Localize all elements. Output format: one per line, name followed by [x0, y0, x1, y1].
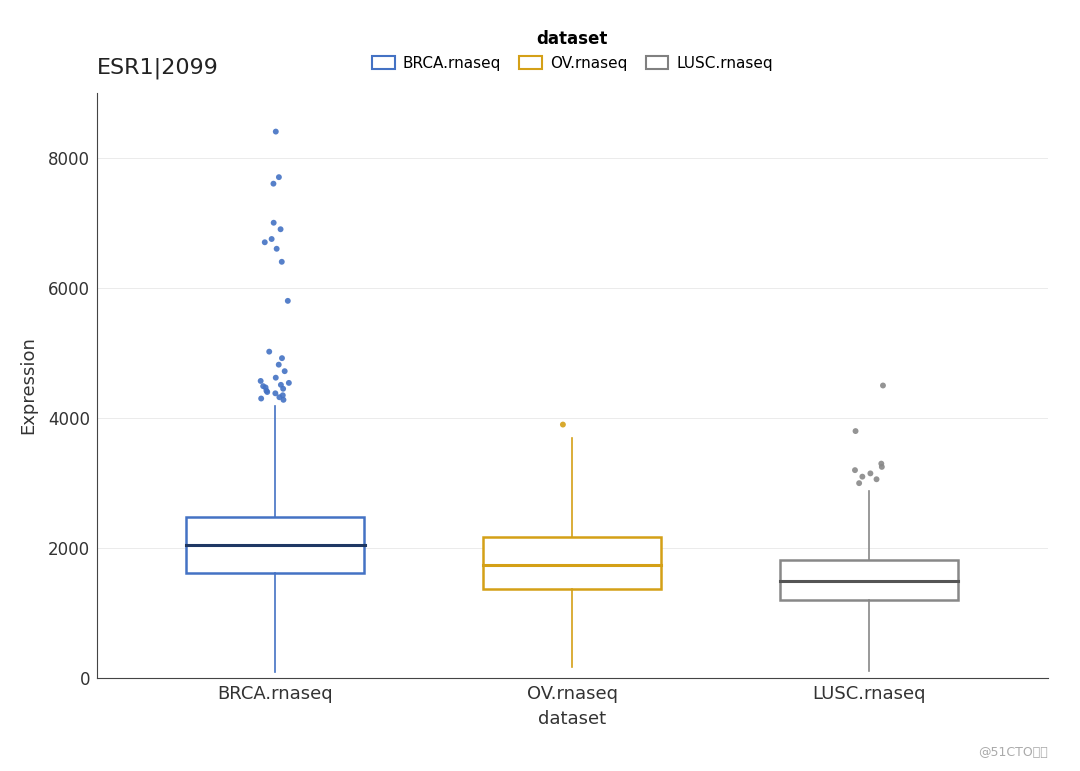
Point — [260, 345, 278, 358]
Legend: BRCA.rnaseq, OV.rnaseq, LUSC.rnaseq: BRCA.rnaseq, OV.rnaseq, LUSC.rnaseq — [366, 24, 779, 77]
Point — [272, 379, 289, 391]
Point — [257, 382, 274, 394]
Point — [267, 126, 284, 138]
Bar — [483, 537, 661, 588]
Point — [258, 386, 275, 398]
Point — [253, 392, 270, 405]
Point — [267, 372, 284, 384]
Point — [264, 233, 281, 245]
Point — [868, 473, 886, 486]
Point — [272, 223, 289, 235]
Text: ESR1|2099: ESR1|2099 — [97, 57, 219, 79]
Point — [256, 236, 273, 248]
Bar — [186, 517, 364, 573]
Point — [280, 377, 297, 389]
Point — [268, 243, 285, 255]
Point — [847, 425, 864, 437]
Point — [273, 352, 291, 365]
Bar — [780, 560, 958, 601]
Point — [252, 375, 269, 387]
Point — [274, 389, 292, 402]
Point — [274, 382, 292, 395]
Point — [258, 385, 275, 397]
Point — [255, 380, 272, 392]
Point — [874, 461, 891, 473]
Point — [276, 365, 294, 377]
Point — [554, 419, 571, 431]
Point — [270, 359, 287, 371]
X-axis label: dataset: dataset — [538, 710, 607, 729]
Point — [873, 457, 890, 470]
Point — [273, 256, 291, 268]
Point — [267, 387, 284, 399]
Point — [862, 467, 879, 480]
Point — [274, 394, 292, 406]
Text: @51CTO博客: @51CTO博客 — [977, 746, 1048, 759]
Point — [847, 464, 864, 476]
Y-axis label: Expression: Expression — [19, 337, 37, 434]
Point — [875, 379, 892, 392]
Point — [271, 391, 288, 403]
Point — [850, 477, 867, 490]
Point — [279, 295, 296, 307]
Point — [853, 470, 870, 483]
Point — [265, 217, 282, 229]
Point — [270, 171, 287, 183]
Point — [265, 177, 282, 190]
